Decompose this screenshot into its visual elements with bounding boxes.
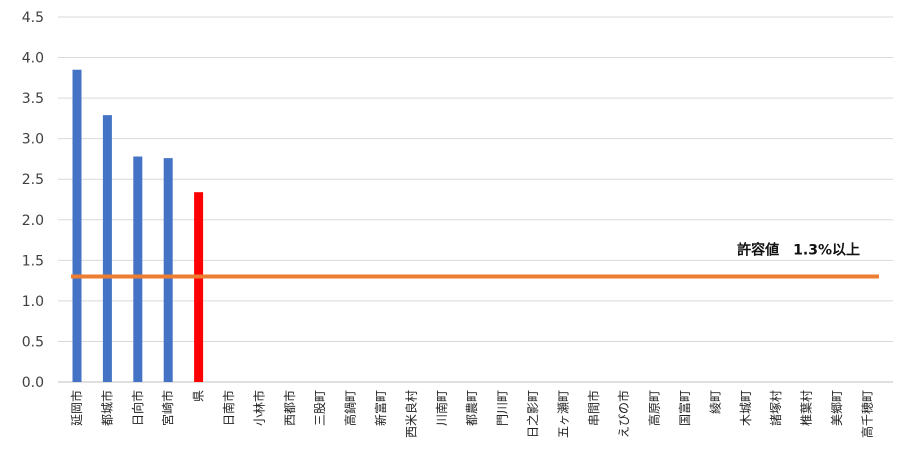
- reference-line-label: 許容値 1.3%以上: [737, 242, 860, 259]
- x-tick-label: 都農町: [465, 390, 479, 426]
- x-tick-label: 川南町: [434, 390, 449, 426]
- bar: [133, 156, 143, 382]
- y-tick-label: 0.0: [22, 375, 44, 391]
- bars: [72, 69, 204, 383]
- y-tick-label: 3.5: [22, 91, 44, 107]
- x-tick-label: 五ヶ瀬町: [556, 390, 570, 438]
- y-tick-label: 4.0: [22, 51, 44, 67]
- x-tick-label: 高鍋町: [343, 390, 358, 426]
- y-axis-ticks: 0.0 0.5 1.0 1.5 2.0 2.5 3.0 3.5 4.0 4.5: [22, 10, 44, 391]
- x-tick-label: 綾町: [707, 390, 722, 414]
- x-tick-label: 木城町: [739, 390, 753, 426]
- y-tick-label: 1.5: [22, 253, 44, 269]
- y-tick-label: 1.0: [22, 294, 44, 310]
- x-tick-label: 国富町: [677, 390, 692, 426]
- x-tick-label: 美郷町: [830, 390, 844, 426]
- x-tick-label: えびの市: [616, 390, 631, 438]
- x-tick-label: 小林市: [251, 390, 266, 426]
- y-tick-label: 0.5: [22, 334, 44, 350]
- x-tick-label: 都城市: [99, 390, 114, 426]
- x-axis-labels: 延岡市 都城市 日向市 宮崎市 県 日南市 小林市 西都市 三股町 高鍋町 新富町 西米良村 川南町 都農…: [69, 390, 874, 438]
- x-tick-label: 高原町: [647, 390, 662, 426]
- x-tick-label: 串間市: [586, 390, 601, 426]
- x-tick-label: 日南市: [221, 390, 236, 426]
- bar: [102, 115, 112, 383]
- y-tick-label: 2.5: [22, 172, 44, 188]
- x-tick-label: 新富町: [373, 390, 388, 426]
- bar: [72, 69, 82, 382]
- bar: [194, 192, 204, 382]
- x-tick-label: 日向市: [130, 390, 145, 426]
- x-tick-label: 門川町: [496, 390, 510, 426]
- y-tick-label: 2.0: [22, 213, 44, 229]
- x-tick-label: 宮崎市: [160, 390, 175, 426]
- x-tick-label: 三股町: [313, 390, 327, 426]
- x-tick-label: 西都市: [282, 390, 297, 426]
- x-tick-label: 椎葉村: [799, 390, 814, 426]
- x-tick-label: 延岡市: [69, 390, 84, 426]
- y-tick-label: 3.0: [22, 132, 44, 148]
- y-tick-label: 4.5: [22, 10, 44, 26]
- x-tick-label: 高千穂町: [859, 390, 874, 438]
- x-tick-label: 県: [192, 390, 206, 402]
- gridlines: [58, 16, 893, 383]
- x-tick-label: 日之影町: [526, 390, 540, 438]
- bar: [163, 158, 173, 382]
- x-tick-label: 諸塚村: [768, 390, 783, 426]
- x-tick-label: 西米良村: [403, 390, 418, 438]
